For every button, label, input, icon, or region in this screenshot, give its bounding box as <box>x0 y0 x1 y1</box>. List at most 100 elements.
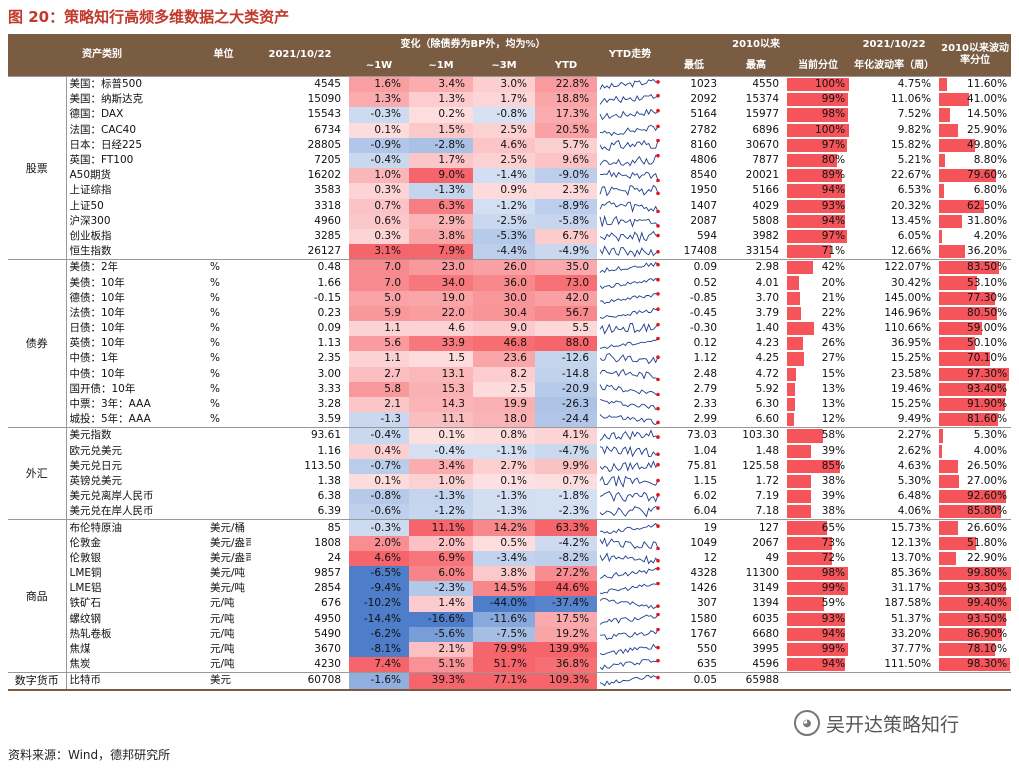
ytd-sparkline <box>599 200 660 213</box>
change-m3: -1.2% <box>473 198 535 214</box>
percentile-bar <box>787 138 848 152</box>
change-m3: -3.4% <box>473 550 535 566</box>
vol-percentile-bar <box>939 567 1011 581</box>
ytd-sparkline <box>599 124 660 136</box>
sparkline-end-marker <box>656 94 660 98</box>
current-percentile: 89% <box>787 168 849 183</box>
change-ytd: 5.5 <box>535 321 598 337</box>
sparkline-path <box>599 643 659 656</box>
change-m1: 1.0% <box>409 473 473 490</box>
change-w1: 1.6% <box>349 76 409 93</box>
percentile-bar <box>787 567 848 581</box>
annualized-vol: 15.25% <box>891 352 932 365</box>
vol-percentile-value: 70.10% <box>967 352 1008 365</box>
vol-percentile-bar <box>939 505 1001 519</box>
current-percentile: 100% <box>787 123 850 138</box>
vol-percentile-value: 11.60% <box>967 78 1008 91</box>
change-m1: 19.0 <box>409 290 473 306</box>
vol-percentile-bar <box>939 397 1006 412</box>
change-ytd: -1.8% <box>535 489 598 505</box>
vol-percentile: 41.00% <box>939 92 1011 107</box>
current-percentile: 97% <box>787 229 849 244</box>
change-m1: 0.2% <box>409 107 473 123</box>
annualized-vol: 5.21% <box>897 154 932 167</box>
annualized-vol: 2.27% <box>849 427 940 444</box>
change-m3: 4.6% <box>473 137 535 153</box>
vol-percentile-bar <box>939 322 982 336</box>
change-w1: -6.5% <box>349 566 409 582</box>
since2010-high: 1.48 <box>755 444 780 457</box>
since2010-high: 4029 <box>752 199 780 212</box>
change-ytd: 22.8% <box>535 76 598 93</box>
header-pct: 当前分位 <box>787 55 850 77</box>
since2010-high: 2.98 <box>725 259 788 276</box>
asset-unit <box>196 76 251 93</box>
current-value: 1808 <box>314 536 341 549</box>
percentile-bar <box>787 382 796 396</box>
vol-percentile: 51.80% <box>939 536 1011 551</box>
sparkline-path <box>599 214 659 228</box>
since2010-low: 75.81 <box>686 459 718 472</box>
annualized-vol: 111.50% <box>884 658 932 671</box>
change-w1: -0.9% <box>349 137 409 153</box>
change-w1: 1.3% <box>349 92 409 108</box>
since2010-high: 4.23 <box>755 337 780 350</box>
ytd-trend-cell <box>597 474 663 489</box>
asset-unit <box>196 214 251 229</box>
vol-percentile-value: 59.00% <box>967 322 1008 335</box>
vol-percentile-value: 36.20% <box>967 245 1008 258</box>
vol-percentile-bar <box>939 474 959 489</box>
ytd-trend-cell <box>597 351 663 366</box>
ytd-sparkline <box>599 491 660 503</box>
header-vol-pct: 2010以来波动率分位 <box>939 34 1012 77</box>
change-m3: 0.9% <box>473 183 535 199</box>
sparkline-path <box>599 262 659 274</box>
current-percentile: 58% <box>787 427 850 444</box>
ytd-sparkline <box>599 214 660 228</box>
change-w1: 5.6 <box>349 336 409 352</box>
asset-name: 上证50 <box>69 199 104 212</box>
percentile-bar <box>787 306 801 320</box>
asset-unit: 美元/吨 <box>210 582 246 595</box>
sparkline-path <box>599 200 659 213</box>
asset-name: 伦敦银 <box>69 551 102 564</box>
since2010-low: 2.48 <box>693 367 718 380</box>
asset-name: 上证综指 <box>69 184 112 197</box>
vol-percentile: 70.10% <box>939 351 1011 366</box>
table-row: 日债：10年% 0.09 1.1 4.6 9.0 5.5 -0.30 1.40 43% 110.6… <box>8 321 1011 337</box>
change-m1: 4.6 <box>409 321 473 337</box>
current-value: 2854 <box>314 582 341 595</box>
since2010-low: -0.30 <box>689 322 718 335</box>
sparkline-path <box>599 155 659 167</box>
annualized-vol: 6.48% <box>897 490 932 503</box>
vol-percentile: 53.10% <box>939 275 1011 290</box>
table-row: 焦煤 元/吨 3670 -8.1% 2.1% 79.9% 139.9% 550 3995 99% 3… <box>8 641 1011 658</box>
table-row: LME铜 美元/吨 9857 -6.5% 6.0% 3.8% 27.2% 4328 11300 9… <box>8 566 1011 582</box>
ytd-sparkline <box>599 445 660 458</box>
current-percentile: 12% <box>787 412 849 428</box>
annualized-vol: 4.63% <box>897 459 932 472</box>
vol-percentile: 83.50% <box>939 259 1012 276</box>
asset-name: 焦炭 <box>69 658 91 671</box>
change-ytd: 27.2% <box>535 566 598 582</box>
change-w1: 0.6% <box>349 213 409 229</box>
vol-percentile-bar <box>939 337 976 351</box>
change-m3: -11.6% <box>473 611 535 627</box>
sparkline-end-marker <box>656 263 660 267</box>
percentile-bar <box>787 169 843 183</box>
vol-percentile-bar <box>939 291 995 305</box>
since2010-high: 4.72 <box>755 367 780 380</box>
since2010-low: -0.85 <box>689 291 718 304</box>
change-m1: 15.3 <box>409 381 473 397</box>
current-value: 2.35 <box>317 352 341 365</box>
asset-unit <box>196 504 251 520</box>
current-percentile: 39% <box>787 444 849 459</box>
ytd-sparkline <box>599 460 660 472</box>
ytd-trend-cell <box>597 214 663 229</box>
annualized-vol: 19.46% <box>891 382 932 395</box>
table-row: A50期货 16202 1.0% 9.0% -1.4% -9.0% 8540 20021 89%… <box>8 168 1011 184</box>
percentile-bar <box>787 490 812 504</box>
vol-percentile: 25.90% <box>939 123 1011 138</box>
vol-percentile-value: 99.40% <box>967 597 1008 610</box>
since2010-low: 1023 <box>663 76 726 93</box>
